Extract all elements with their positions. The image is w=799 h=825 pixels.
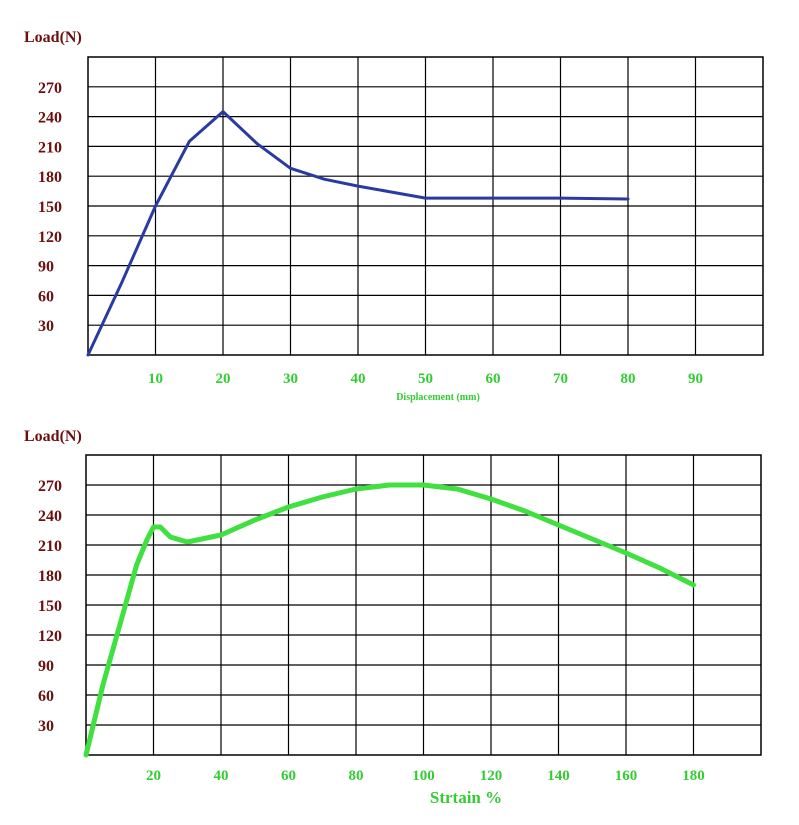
x-tick-label: 100 xyxy=(412,768,435,784)
x-tick-label: 50 xyxy=(418,371,433,387)
y-axis-title: Load(N) xyxy=(24,428,82,445)
y-tick-label: 270 xyxy=(38,478,62,495)
x-tick-label: 40 xyxy=(351,371,366,387)
y-tick-label: 90 xyxy=(38,658,54,675)
x-tick-label: 20 xyxy=(146,768,161,784)
x-tick-label: 70 xyxy=(553,371,568,387)
chart-strain: 30 60 90 120 150 180 210 240 270 20 40 60 80 100 120 14… xyxy=(24,428,762,807)
y-tick-label: 240 xyxy=(38,110,62,127)
y-tick-label: 210 xyxy=(38,139,62,156)
x-tick-label: 60 xyxy=(486,371,501,387)
x-axis-title: Strtain % xyxy=(430,788,502,807)
y-tick-label: 30 xyxy=(38,718,54,735)
y-tick-label: 150 xyxy=(38,199,62,216)
chart-displacement: 30 60 90 120 150 180 210 240 270 10 20 30 40 50 60 70 80… xyxy=(24,29,764,403)
y-tick-label: 60 xyxy=(38,288,54,305)
x-tick-label: 90 xyxy=(688,371,703,387)
x-tick-label: 60 xyxy=(281,768,296,784)
y-tick-label: 210 xyxy=(38,538,62,555)
x-tick-label: 30 xyxy=(283,371,298,387)
y-tick-label: 270 xyxy=(38,80,62,97)
series-line xyxy=(86,110,630,357)
y-tick-label: 120 xyxy=(38,628,62,645)
x-tick-label: 10 xyxy=(148,371,163,387)
x-tick-label: 40 xyxy=(214,768,229,784)
y-axis-title: Load(N) xyxy=(24,29,82,46)
series-line xyxy=(83,482,696,758)
x-tick-label: 80 xyxy=(349,768,364,784)
y-tick-label: 180 xyxy=(38,169,62,186)
x-tick-label: 120 xyxy=(480,768,503,784)
y-tick-label: 180 xyxy=(38,568,62,585)
x-tick-label: 20 xyxy=(216,371,231,387)
y-tick-label: 60 xyxy=(38,688,54,705)
x-tick-label: 180 xyxy=(682,768,705,784)
y-tick-label: 150 xyxy=(38,598,62,615)
y-tick-label: 90 xyxy=(38,259,54,276)
x-tick-label: 160 xyxy=(615,768,638,784)
x-axis-title: Displacement (mm) xyxy=(396,392,480,403)
y-tick-label: 240 xyxy=(38,508,62,525)
y-tick-label: 30 xyxy=(38,318,54,335)
x-tick-label: 140 xyxy=(547,768,570,784)
y-tick-label: 120 xyxy=(38,229,62,246)
x-tick-label: 80 xyxy=(621,371,636,387)
